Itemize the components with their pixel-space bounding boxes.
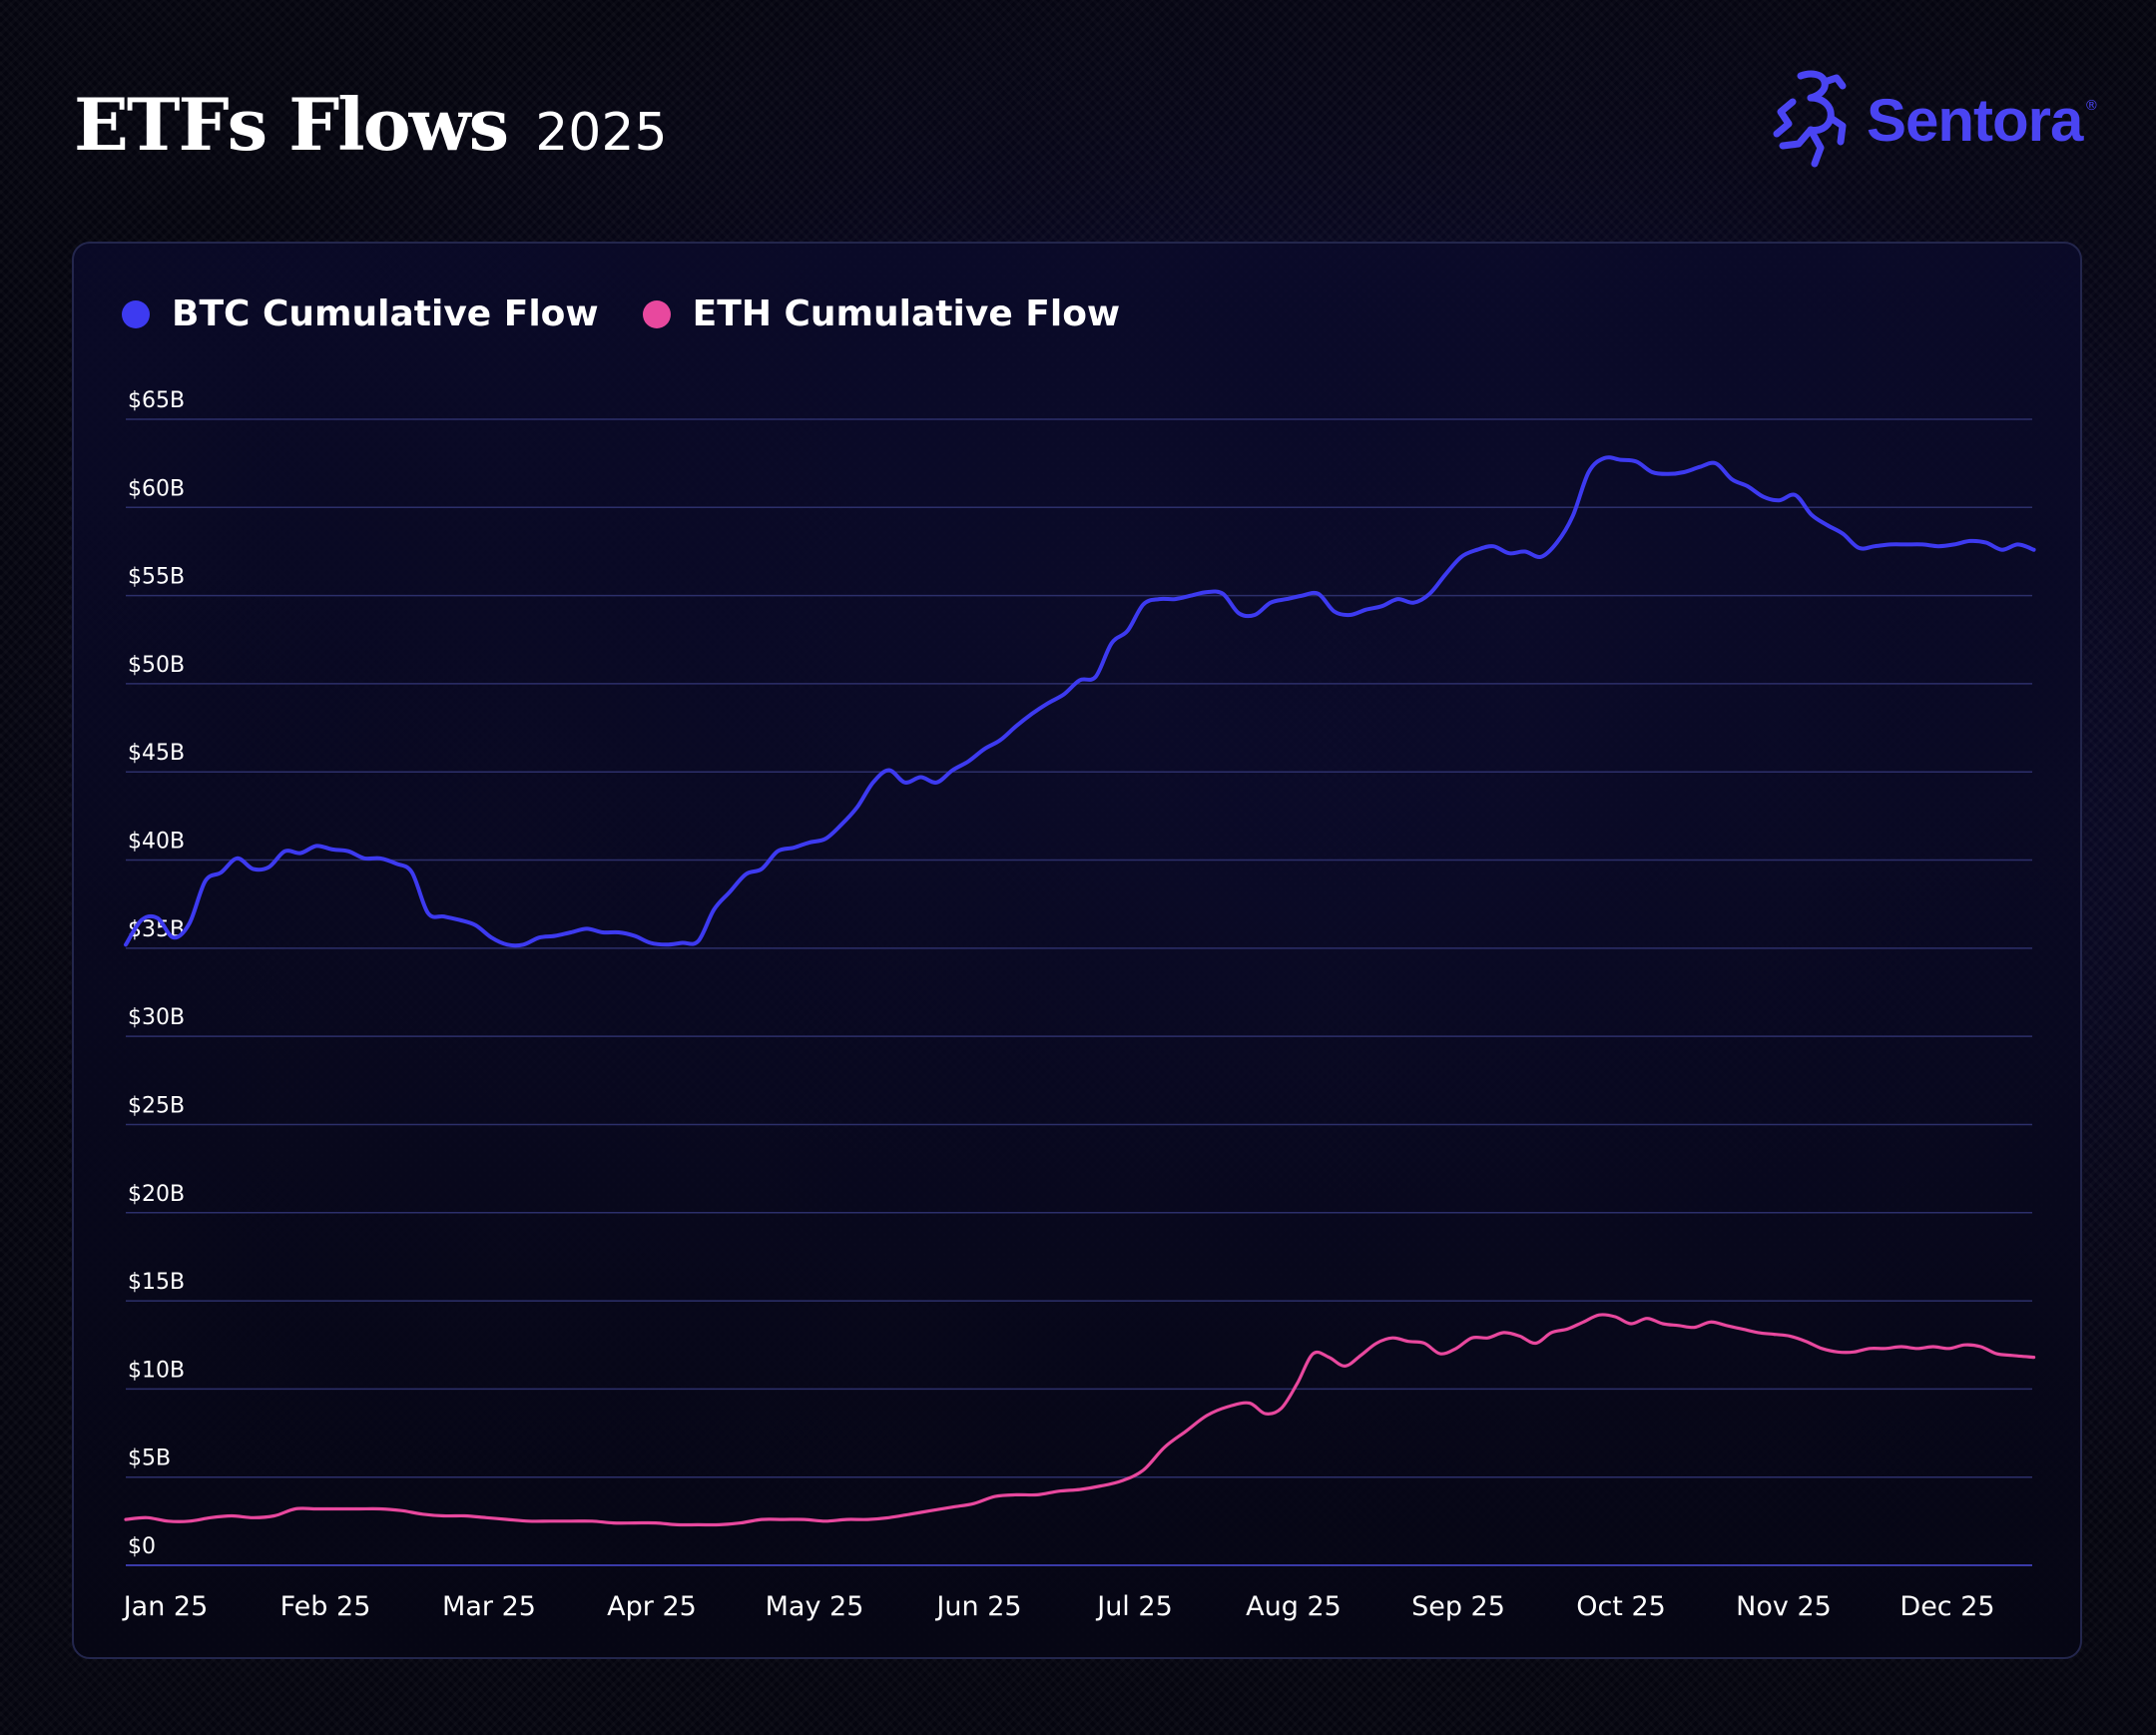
y-tick-label: $30B <box>128 1005 185 1030</box>
x-tick-label: Aug 25 <box>1246 1591 1342 1622</box>
x-tick-label: Dec 25 <box>1899 1591 1994 1622</box>
brand-name: Sentora <box>1867 86 2083 154</box>
series-line-eth <box>124 1313 2036 1527</box>
legend-item-btc: BTC Cumulative Flow <box>122 293 599 334</box>
legend-label-btc: BTC Cumulative Flow <box>172 293 599 334</box>
y-tick-label: $45B <box>128 741 185 766</box>
x-tick-label: Apr 25 <box>607 1591 697 1622</box>
page-title: ETFs Flows <box>74 82 509 167</box>
page-subtitle: 2025 <box>535 103 668 163</box>
x-tick-label: Oct 25 <box>1576 1591 1666 1622</box>
y-tick-label: $0 <box>128 1534 156 1559</box>
x-tick-label: Sep 25 <box>1411 1591 1505 1622</box>
x-tick-label: Mar 25 <box>442 1591 536 1622</box>
y-axis: $65B$60B$55B$50B$45B$40B$35B$30B$25B$20B… <box>128 388 185 1559</box>
x-tick-label: Jun 25 <box>934 1591 1021 1622</box>
x-tick-label: Jul 25 <box>1095 1591 1173 1622</box>
y-tick-label: $5B <box>128 1446 171 1471</box>
x-tick-label: Jan 25 <box>122 1591 209 1622</box>
x-axis: Jan 25 Feb 25 Mar 25 Apr 25 May 25 Jun 25 Jul … <box>122 1591 1995 1622</box>
header: ETFs Flows 2025 <box>74 82 668 167</box>
chart-legend: BTC Cumulative Flow ETH Cumulative Flow <box>122 293 1120 334</box>
y-tick-label: $65B <box>128 388 185 413</box>
y-tick-label: $60B <box>128 476 185 501</box>
registered-mark: ® <box>2084 98 2099 114</box>
series-line-btc <box>124 455 2036 948</box>
y-tick-label: $20B <box>128 1182 185 1207</box>
y-tick-label: $50B <box>128 653 185 678</box>
y-tick-label: $40B <box>128 830 185 855</box>
sentora-logo-icon <box>1771 68 1857 172</box>
legend-swatch-eth <box>642 299 671 328</box>
x-tick-label: Nov 25 <box>1736 1591 1832 1622</box>
y-tick-label: $15B <box>128 1270 185 1295</box>
chart-panel <box>72 242 2082 1659</box>
legend-swatch-btc <box>122 299 150 328</box>
legend-item-eth: ETH Cumulative Flow <box>642 293 1121 334</box>
gridlines <box>126 418 2032 1566</box>
brand-logo: Sentora ® <box>1771 68 2098 172</box>
x-tick-label: Feb 25 <box>280 1591 371 1622</box>
y-tick-label: $55B <box>128 565 185 590</box>
y-tick-label: $10B <box>128 1358 185 1383</box>
legend-label-eth: ETH Cumulative Flow <box>692 293 1121 334</box>
x-tick-label: May 25 <box>766 1591 864 1622</box>
y-tick-label: $25B <box>128 1093 185 1118</box>
